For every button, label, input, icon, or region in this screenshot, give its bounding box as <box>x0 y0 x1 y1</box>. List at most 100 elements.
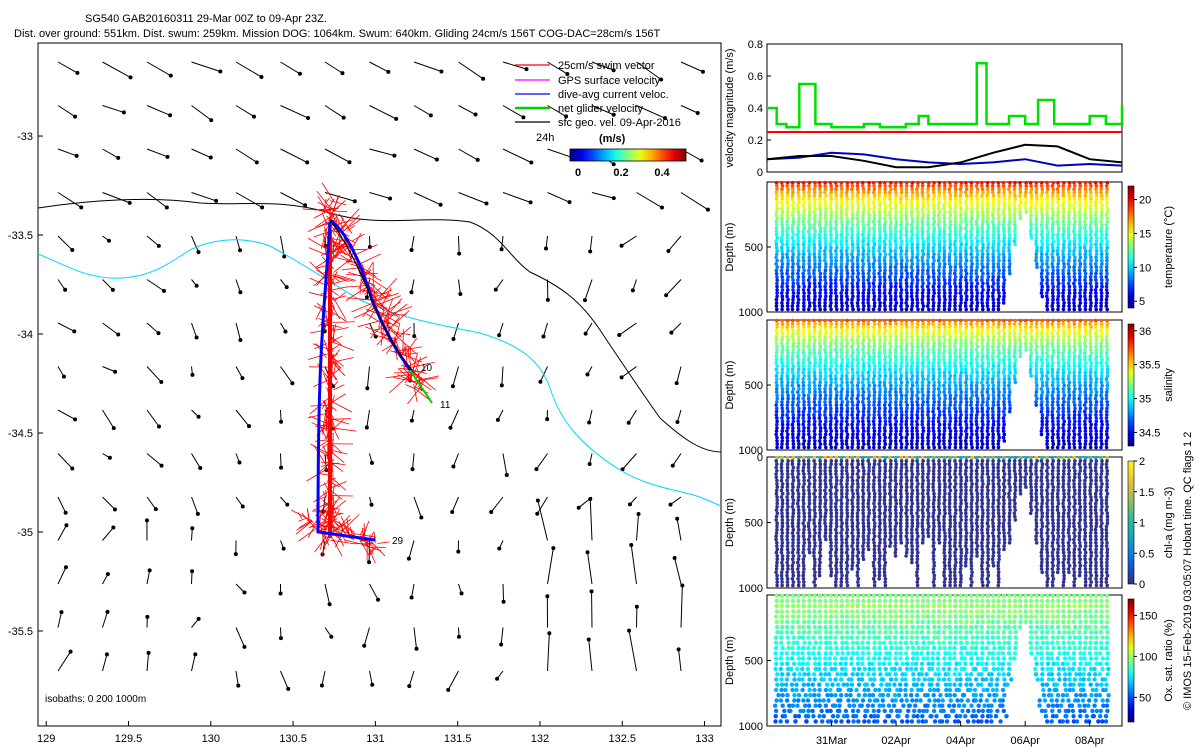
profile-sample <box>813 233 817 237</box>
profile-sample <box>883 384 887 388</box>
panel-frame <box>767 44 1122 172</box>
profile-sample <box>937 351 941 355</box>
profile-sample <box>851 325 855 329</box>
profile-sample <box>943 291 947 295</box>
profile-sample <box>964 332 968 336</box>
profile-sample <box>931 338 935 342</box>
profile-sample <box>1073 278 1077 282</box>
profile-sample <box>1040 200 1044 204</box>
profile-sample <box>921 259 925 263</box>
profile-sample <box>964 256 968 260</box>
profile-sample <box>1035 191 1039 195</box>
profile-sample <box>1067 233 1071 237</box>
profile-sample <box>910 423 914 427</box>
profile-sample <box>835 184 839 188</box>
velocity-arrow-head <box>328 602 332 606</box>
profile-sample <box>824 291 828 295</box>
profile-sample <box>948 348 952 352</box>
profile-sample <box>1046 256 1050 260</box>
profile-sample <box>1051 259 1055 263</box>
profile-sample <box>992 217 996 221</box>
profile-sample <box>1051 249 1055 253</box>
velocity-arrow-head <box>168 113 172 117</box>
profile-sample <box>926 342 930 346</box>
profile-sample <box>1013 239 1017 243</box>
velocity-arrow-head <box>111 525 115 529</box>
legend-gps-label: GPS surface velocity <box>558 75 661 87</box>
profile-sample <box>1008 204 1012 208</box>
velocity-arrow-head <box>587 420 591 424</box>
profile-sample <box>992 249 996 253</box>
profile-sample <box>949 223 953 227</box>
profile-sample <box>1067 304 1071 308</box>
profile-sample <box>888 325 892 329</box>
velocity-arrow-head <box>260 205 264 209</box>
profile-sample <box>938 413 942 417</box>
profile-sample <box>889 308 893 312</box>
profile-sample <box>1073 256 1077 260</box>
profile-sample <box>905 387 909 391</box>
profile-sample <box>894 223 898 227</box>
profile-sample <box>840 433 844 437</box>
profile-sample <box>775 329 779 333</box>
profile-sample <box>926 239 930 243</box>
profile-sample <box>780 213 784 217</box>
profile-sample <box>829 403 833 407</box>
profile-sample <box>835 351 839 355</box>
profile-sample <box>986 236 990 240</box>
profile-sample <box>970 210 974 214</box>
profile-sample <box>937 400 941 404</box>
profile-sample <box>1083 226 1087 230</box>
profile-sample <box>861 184 865 188</box>
profile-sample <box>780 329 784 333</box>
profile-sample <box>808 204 812 208</box>
profile-sample <box>873 374 877 378</box>
profile-sample <box>1089 204 1093 208</box>
profile-sample <box>932 413 936 417</box>
profile-sample <box>829 420 833 424</box>
profile-sample <box>980 226 984 230</box>
profile-sample <box>791 348 795 352</box>
profile-sample <box>980 358 984 362</box>
profile-sample <box>958 329 962 333</box>
profile-sample <box>872 249 876 253</box>
profile-sample <box>894 236 898 240</box>
profile-sample <box>872 325 876 329</box>
profile-sample <box>786 233 790 237</box>
profile-sample <box>818 381 822 385</box>
velocity-arrow-head <box>242 645 246 649</box>
profile-sample <box>1072 197 1076 201</box>
profile-sample <box>970 439 974 443</box>
profile-sample <box>845 345 849 349</box>
profile-sample <box>867 348 871 352</box>
profile-sample <box>953 361 957 365</box>
profile-sample <box>1089 194 1093 198</box>
profile-sample <box>916 272 920 276</box>
profile-sample <box>905 291 909 295</box>
profile-sample <box>856 243 860 247</box>
profile-sample <box>780 191 784 195</box>
profile-sample <box>867 239 871 243</box>
profile-sample <box>808 282 812 286</box>
profile-sample <box>792 217 796 221</box>
profile-sample <box>823 191 827 195</box>
profile-sample <box>797 348 801 352</box>
profile-sample <box>1051 204 1055 208</box>
profile-sample <box>835 223 839 227</box>
profile-sample <box>975 308 979 312</box>
profile-sample <box>781 426 785 430</box>
profile-sample <box>1062 288 1066 292</box>
profile-sample <box>987 226 991 230</box>
profile-sample <box>905 272 909 276</box>
profile-sample <box>840 403 844 407</box>
profile-sample <box>954 442 958 446</box>
profile-sample <box>830 187 834 191</box>
profile-sample <box>1105 239 1109 243</box>
profile-sample <box>992 239 996 243</box>
profile-sample <box>878 345 882 349</box>
profile-sample <box>862 207 866 211</box>
profile-sample <box>932 377 936 381</box>
profile-sample <box>921 361 925 365</box>
profile-sample <box>856 236 860 240</box>
profile-sample <box>981 345 985 349</box>
